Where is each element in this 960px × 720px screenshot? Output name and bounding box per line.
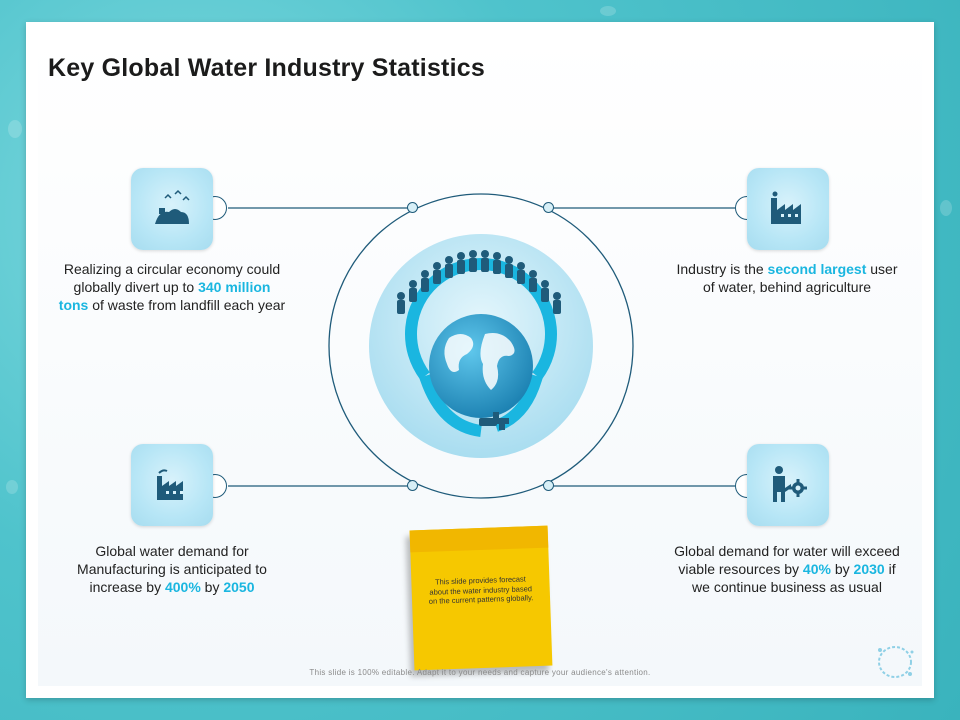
stat-highlight: 2050 — [223, 579, 255, 595]
stat-text: Global demand for water will exceed viab… — [674, 543, 900, 577]
stat-text: user of water, behind agriculture — [702, 261, 898, 295]
sticky-note-text: This slide provides forecast about the w… — [428, 574, 534, 606]
page-title: Key Global Water Industry Statistics — [48, 54, 485, 82]
stat-highlight: second largest — [767, 261, 867, 277]
sticky-note-tab — [409, 525, 549, 553]
factory-icon — [771, 191, 801, 224]
stat-highlight: 40% — [802, 561, 831, 577]
businessman-gear-icon — [773, 466, 807, 502]
background-droplet — [6, 480, 18, 494]
stat-highlight: 340 million tons — [58, 279, 271, 313]
stat-manufacturing-demand: Global water demand for Manufacturing is… — [57, 542, 287, 596]
stat-industry-water: Industry is the second largest user of w… — [672, 260, 902, 296]
stat-text: if we continue business as usual — [692, 561, 896, 595]
stat-highlight: 2030 — [853, 561, 885, 577]
stat-text: Global water demand for Manufacturing is… — [77, 543, 267, 595]
businessman-gear-icon-box — [747, 444, 829, 526]
stat-text: of waste from landfill each year — [88, 297, 286, 313]
stat-highlight: 400% — [164, 579, 201, 595]
background-droplet — [8, 120, 22, 138]
stat-global-demand: Global demand for water will exceed viab… — [672, 542, 902, 596]
stat-circular-economy: Realizing a circular economy could globa… — [57, 260, 287, 314]
manufacturing-icon — [157, 469, 183, 500]
circle-node-top-left — [407, 202, 418, 213]
sticky-note: This slide provides forecast about the w… — [409, 525, 553, 671]
circle-node-top-right — [543, 202, 554, 213]
recycle-landfill-icon — [155, 189, 190, 224]
stat-text: by — [200, 579, 224, 595]
people-globe-tap-icon — [369, 234, 593, 458]
water-splash-icon — [878, 646, 914, 678]
background-droplet — [940, 200, 952, 216]
stat-text: by — [830, 561, 854, 577]
manufacturing-icon-box — [131, 444, 213, 526]
background-droplet — [600, 6, 616, 16]
circle-node-bottom-right — [543, 480, 554, 491]
factory-icon-box — [747, 168, 829, 250]
stat-text: Realizing a circular economy could globa… — [63, 261, 281, 295]
footer-note: This slide is 100% editable. Adapt it to… — [309, 668, 651, 677]
stat-text: Industry is the — [676, 261, 768, 277]
recycle-landfill-icon-box — [131, 168, 213, 250]
circle-node-bottom-left — [407, 480, 418, 491]
